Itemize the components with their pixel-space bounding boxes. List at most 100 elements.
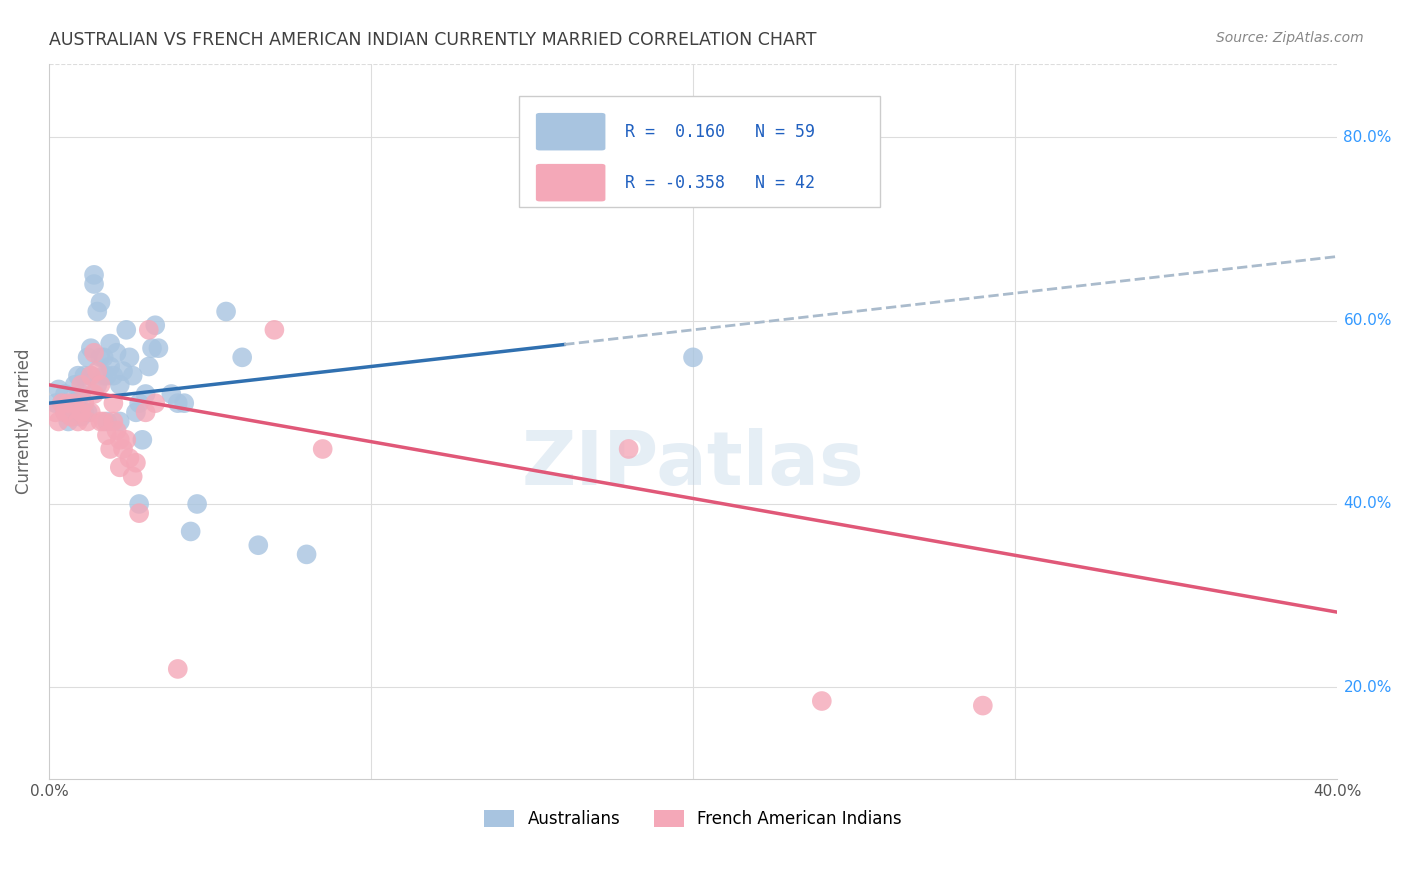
Text: 20.0%: 20.0% xyxy=(1344,680,1392,695)
Point xyxy=(83,387,105,401)
Point xyxy=(86,377,108,392)
Point xyxy=(108,377,131,392)
Point xyxy=(98,336,121,351)
Point xyxy=(180,524,202,539)
Point xyxy=(135,405,157,419)
Point xyxy=(73,396,96,410)
Point xyxy=(66,415,89,429)
Point xyxy=(103,415,125,429)
Point xyxy=(89,351,111,365)
Point xyxy=(96,368,118,383)
FancyBboxPatch shape xyxy=(536,113,606,151)
Point xyxy=(80,341,103,355)
Point xyxy=(96,428,118,442)
Text: 40.0%: 40.0% xyxy=(1344,497,1392,511)
Point xyxy=(44,396,66,410)
Point xyxy=(60,409,83,424)
Point xyxy=(51,396,73,410)
Point xyxy=(73,368,96,383)
Point xyxy=(53,405,76,419)
Point xyxy=(166,662,188,676)
Point xyxy=(128,396,150,410)
Point xyxy=(128,497,150,511)
Point xyxy=(60,396,83,410)
Point xyxy=(141,341,163,355)
Point xyxy=(98,442,121,456)
Point xyxy=(86,304,108,318)
Point xyxy=(83,277,105,291)
Point xyxy=(263,323,285,337)
Point xyxy=(63,405,86,419)
Point xyxy=(215,304,238,318)
Point xyxy=(98,359,121,374)
Point xyxy=(58,415,80,429)
Point xyxy=(53,387,76,401)
Point xyxy=(682,351,704,365)
Point xyxy=(48,415,70,429)
Point xyxy=(247,538,270,552)
Point xyxy=(160,387,183,401)
Point xyxy=(115,433,138,447)
Point xyxy=(86,364,108,378)
Point xyxy=(80,368,103,383)
Point xyxy=(138,323,160,337)
FancyBboxPatch shape xyxy=(519,96,880,207)
Point xyxy=(73,405,96,419)
Point xyxy=(89,295,111,310)
Text: R =  0.160   N = 59: R = 0.160 N = 59 xyxy=(624,123,814,141)
Point xyxy=(70,405,93,419)
Point xyxy=(53,405,76,419)
Legend: Australians, French American Indians: Australians, French American Indians xyxy=(478,804,908,835)
Point xyxy=(70,377,93,392)
Point xyxy=(108,415,131,429)
Point xyxy=(112,442,135,456)
Point xyxy=(108,460,131,475)
Point xyxy=(70,409,93,424)
Text: 60.0%: 60.0% xyxy=(1344,313,1392,328)
Point xyxy=(66,396,89,410)
Point xyxy=(44,405,66,419)
Point xyxy=(93,368,115,383)
Point xyxy=(811,694,834,708)
Point xyxy=(166,396,188,410)
Point xyxy=(231,351,253,365)
Point xyxy=(135,387,157,401)
Point xyxy=(295,548,318,562)
Point xyxy=(80,405,103,419)
Point xyxy=(105,345,128,359)
Point xyxy=(93,351,115,365)
Point xyxy=(103,368,125,383)
FancyBboxPatch shape xyxy=(536,164,606,202)
Point xyxy=(58,405,80,419)
Point xyxy=(143,396,166,410)
Point xyxy=(128,506,150,520)
Text: R = -0.358   N = 42: R = -0.358 N = 42 xyxy=(624,174,814,192)
Point xyxy=(125,405,148,419)
Point xyxy=(93,415,115,429)
Point xyxy=(70,387,93,401)
Point xyxy=(108,433,131,447)
Point xyxy=(143,318,166,333)
Point xyxy=(76,415,98,429)
Point xyxy=(89,415,111,429)
Point xyxy=(121,469,143,483)
Point xyxy=(105,424,128,438)
Point xyxy=(66,368,89,383)
Point xyxy=(83,345,105,359)
Point xyxy=(138,359,160,374)
Point xyxy=(76,405,98,419)
Point xyxy=(115,323,138,337)
Point xyxy=(58,396,80,410)
Point xyxy=(63,396,86,410)
Text: AUSTRALIAN VS FRENCH AMERICAN INDIAN CURRENTLY MARRIED CORRELATION CHART: AUSTRALIAN VS FRENCH AMERICAN INDIAN CUR… xyxy=(49,31,817,49)
Point xyxy=(312,442,335,456)
Point xyxy=(96,415,118,429)
Point xyxy=(118,451,141,466)
Text: Source: ZipAtlas.com: Source: ZipAtlas.com xyxy=(1216,31,1364,45)
Y-axis label: Currently Married: Currently Married xyxy=(15,349,32,494)
Point xyxy=(617,442,640,456)
Point xyxy=(103,396,125,410)
Point xyxy=(972,698,994,713)
Point xyxy=(51,396,73,410)
Point xyxy=(121,368,143,383)
